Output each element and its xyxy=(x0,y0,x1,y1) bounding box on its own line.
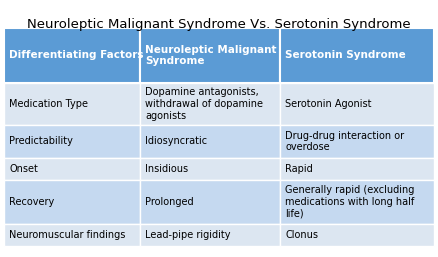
Text: Medication Type: Medication Type xyxy=(9,99,88,109)
Text: Prolonged: Prolonged xyxy=(145,197,194,207)
Text: Lead-pipe rigidity: Lead-pipe rigidity xyxy=(145,230,230,240)
Text: Generally rapid (excluding
medications with long half
life): Generally rapid (excluding medications w… xyxy=(285,185,414,219)
Text: Differentiating Factors: Differentiating Factors xyxy=(9,50,144,60)
Bar xyxy=(140,224,280,246)
Text: Clonus: Clonus xyxy=(285,230,318,240)
Text: Neuroleptic Malignant Syndrome Vs. Serotonin Syndrome: Neuroleptic Malignant Syndrome Vs. Serot… xyxy=(27,18,411,31)
Bar xyxy=(280,158,434,180)
Bar xyxy=(4,125,140,158)
Bar xyxy=(280,125,434,158)
Text: Serotonin Agonist: Serotonin Agonist xyxy=(285,99,371,109)
Text: Drug-drug interaction or
overdose: Drug-drug interaction or overdose xyxy=(285,131,404,152)
Bar xyxy=(4,180,140,224)
Bar xyxy=(140,83,280,125)
Bar xyxy=(4,224,140,246)
Bar xyxy=(280,28,434,83)
Text: Neuroleptic Malignant
Syndrome: Neuroleptic Malignant Syndrome xyxy=(145,45,276,66)
Bar xyxy=(4,28,140,83)
Bar xyxy=(280,83,434,125)
Text: Recovery: Recovery xyxy=(9,197,54,207)
Text: Neuromuscular findings: Neuromuscular findings xyxy=(9,230,125,240)
Bar xyxy=(280,180,434,224)
Text: Insidious: Insidious xyxy=(145,164,188,174)
Bar xyxy=(4,83,140,125)
Bar xyxy=(140,180,280,224)
Bar xyxy=(4,158,140,180)
Bar xyxy=(140,125,280,158)
Text: Dopamine antagonists,
withdrawal of dopamine
agonists: Dopamine antagonists, withdrawal of dopa… xyxy=(145,87,263,121)
Bar xyxy=(280,224,434,246)
Bar xyxy=(140,158,280,180)
Bar xyxy=(140,28,280,83)
Text: Predictability: Predictability xyxy=(9,136,73,146)
Text: Rapid: Rapid xyxy=(285,164,313,174)
Text: Idiosyncratic: Idiosyncratic xyxy=(145,136,207,146)
Text: Serotonin Syndrome: Serotonin Syndrome xyxy=(285,50,406,60)
Text: Onset: Onset xyxy=(9,164,38,174)
